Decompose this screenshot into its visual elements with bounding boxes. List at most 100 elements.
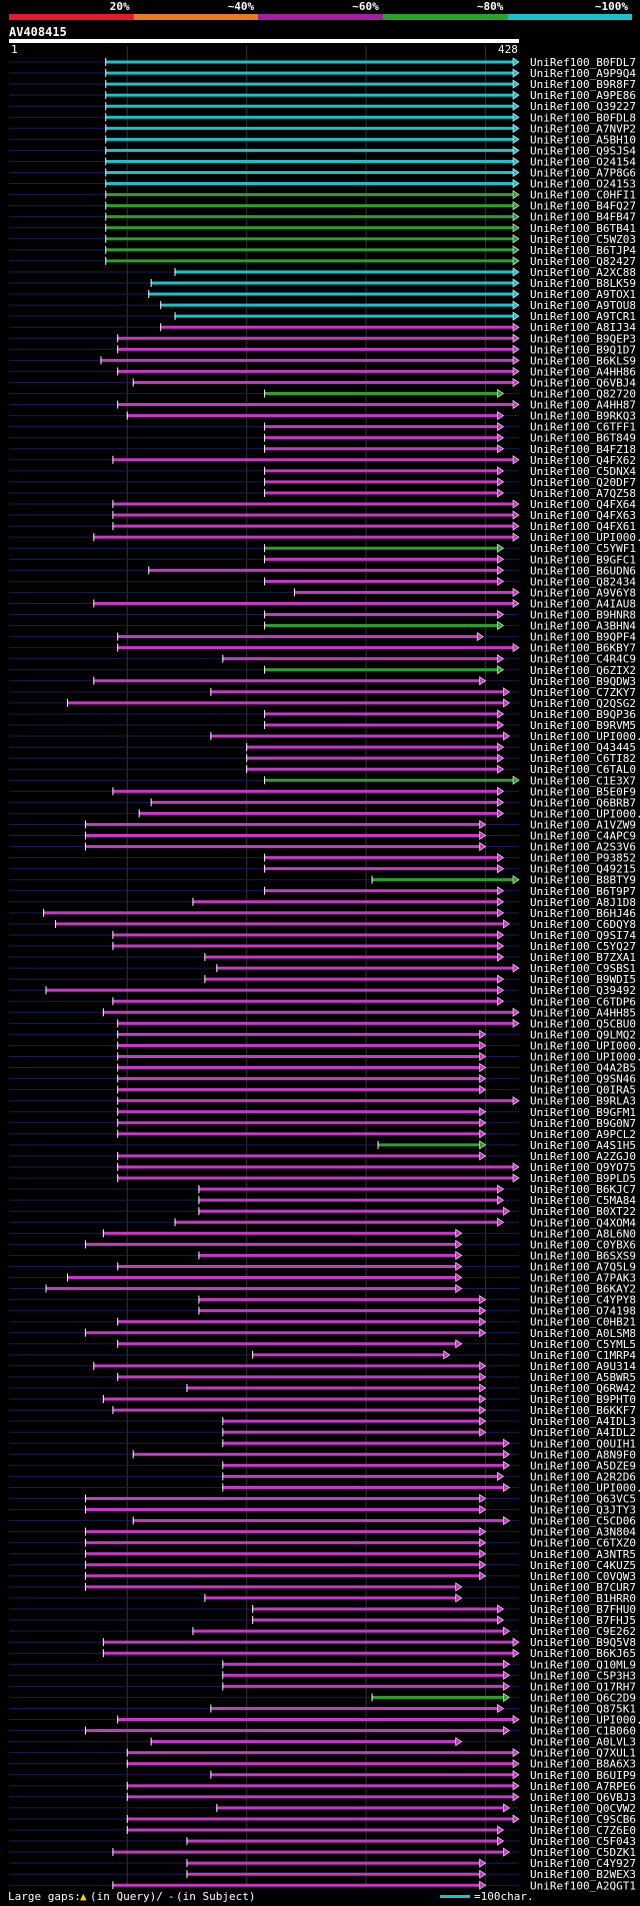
hit-label[interactable]: UniRef100_B9PLD5 xyxy=(530,1172,636,1185)
hit-row[interactable]: UniRef100_A4HH85 xyxy=(9,1006,636,1019)
hit-label[interactable]: UniRef100_B7CUR7 xyxy=(530,1581,636,1594)
hit-bar[interactable] xyxy=(127,1762,513,1766)
hit-row[interactable]: UniRef100_Q4A2B5 xyxy=(9,1062,636,1075)
hit-label[interactable]: UniRef100_A9PE86 xyxy=(530,89,636,102)
hit-row[interactable]: UniRef100_C5YQ27 xyxy=(9,940,636,953)
hit-row[interactable]: UniRef100_A8L6N0 xyxy=(9,1227,636,1240)
hit-label[interactable]: UniRef100_C5YWF1 xyxy=(530,542,636,555)
hit-row[interactable]: UniRef100_C6TAL0 xyxy=(9,763,636,776)
hit-bar[interactable] xyxy=(210,1706,498,1710)
hit-bar[interactable] xyxy=(67,1276,456,1279)
hit-bar[interactable] xyxy=(85,1585,456,1589)
hit-label[interactable]: UniRef100_B1HRR0 xyxy=(530,1592,636,1605)
hit-bar[interactable] xyxy=(252,1353,444,1357)
hit-label[interactable]: UniRef100_B9Q1D7 xyxy=(530,343,636,356)
hit-label[interactable]: UniRef100_Q4A2B5 xyxy=(530,1062,636,1075)
hit-bar[interactable] xyxy=(117,1718,513,1721)
hit-label[interactable]: UniRef100_UPI000... xyxy=(530,1039,640,1052)
hit-row[interactable]: UniRef100_B7FHU0 xyxy=(9,1603,636,1616)
hit-label[interactable]: UniRef100_B7FHU0 xyxy=(530,1603,636,1616)
hit-bar[interactable] xyxy=(43,911,498,915)
hit-bar[interactable] xyxy=(264,425,498,429)
hit-label[interactable]: UniRef100_Q6BRB7 xyxy=(530,796,636,809)
hit-row[interactable]: UniRef100_B6HJ46 xyxy=(9,907,636,920)
hit-label[interactable]: UniRef100_A4IAU8 xyxy=(530,597,636,610)
hit-row[interactable]: UniRef100_A4IDL3 xyxy=(9,1415,636,1428)
hit-row[interactable]: UniRef100_C4Y927 xyxy=(9,1857,636,1870)
hit-label[interactable]: UniRef100_B6TB41 xyxy=(530,222,636,235)
hit-label[interactable]: UniRef100_UPI000... xyxy=(530,1481,640,1494)
hit-label[interactable]: UniRef100_B9QP36 xyxy=(530,708,636,721)
hit-bar[interactable] xyxy=(222,1673,504,1677)
hit-bar[interactable] xyxy=(204,955,498,959)
hit-row[interactable]: UniRef100_A7Q5L9 xyxy=(9,1260,636,1273)
hit-label[interactable]: UniRef100_A2QGT1 xyxy=(530,1879,636,1892)
hit-row[interactable]: UniRef100_C9SBS1 xyxy=(9,962,636,975)
hit-bar[interactable] xyxy=(264,613,498,616)
hit-row[interactable]: UniRef100_B9GFC1 xyxy=(9,553,636,566)
hit-row[interactable]: UniRef100_B6UIP9 xyxy=(9,1769,636,1782)
hit-row[interactable]: UniRef100_B0FDL8 xyxy=(9,111,636,124)
hit-bar[interactable] xyxy=(192,900,498,904)
hit-label[interactable]: UniRef100_C5DNX4 xyxy=(530,465,636,478)
hit-bar[interactable] xyxy=(117,369,513,373)
hit-label[interactable]: UniRef100_Q6RW42 xyxy=(530,1382,636,1395)
hit-label[interactable]: UniRef100_B5E0F9 xyxy=(530,785,636,798)
hit-row[interactable]: UniRef100_C5P3H3 xyxy=(9,1669,636,1682)
hit-bar[interactable] xyxy=(105,104,514,108)
hit-bar[interactable] xyxy=(198,1298,480,1302)
hit-row[interactable]: UniRef100_Q7XUL1 xyxy=(9,1747,636,1760)
hit-row[interactable]: UniRef100_B9R8F7 xyxy=(9,78,636,91)
hit-label[interactable]: UniRef100_B2WEX3 xyxy=(530,1868,636,1881)
hit-label[interactable]: UniRef100_Q49215 xyxy=(530,863,636,876)
hit-row[interactable]: UniRef100_C6TXZ0 xyxy=(9,1537,636,1550)
hit-label[interactable]: UniRef100_C1E3X7 xyxy=(530,774,636,787)
hit-row[interactable]: UniRef100_Q875K1 xyxy=(9,1702,636,1715)
hit-row[interactable]: UniRef100_B9G0N7 xyxy=(9,1117,636,1130)
hit-bar[interactable] xyxy=(198,1187,498,1191)
hit-bar[interactable] xyxy=(204,977,498,981)
hit-bar[interactable] xyxy=(222,1485,504,1489)
hit-row[interactable]: UniRef100_B4FQ27 xyxy=(9,200,636,213)
hit-row[interactable]: UniRef100_B0XT22 xyxy=(9,1205,636,1218)
hit-label[interactable]: UniRef100_B9RLA3 xyxy=(530,1095,636,1108)
hit-row[interactable]: UniRef100_A9V6Y8 xyxy=(9,586,636,599)
hit-label[interactable]: UniRef100_C5YML5 xyxy=(530,1338,636,1351)
hit-label[interactable]: UniRef100_Q9SI74 xyxy=(530,929,636,942)
hit-row[interactable]: UniRef100_A9U314 xyxy=(9,1360,636,1373)
hit-row[interactable]: UniRef100_C0VQW3 xyxy=(9,1570,636,1583)
hit-row[interactable]: UniRef100_B7FHJ5 xyxy=(9,1614,636,1627)
hit-label[interactable]: UniRef100_Q0UIH1 xyxy=(530,1437,636,1450)
hit-label[interactable]: UniRef100_B9HNR8 xyxy=(530,609,636,622)
hit-bar[interactable] xyxy=(117,1021,513,1025)
hit-label[interactable]: UniRef100_B7ZXA1 xyxy=(530,951,636,964)
hit-row[interactable]: UniRef100_C9SCB6 xyxy=(9,1813,636,1826)
hit-label[interactable]: UniRef100_A3N804 xyxy=(530,1526,636,1539)
hit-bar[interactable] xyxy=(151,1740,456,1744)
hit-bar[interactable] xyxy=(294,590,513,594)
hit-label[interactable]: UniRef100_A8J1D8 xyxy=(530,896,636,909)
hit-label[interactable]: UniRef100_P93852 xyxy=(530,852,636,865)
hit-row[interactable]: UniRef100_C4KUZ5 xyxy=(9,1559,636,1572)
hit-bar[interactable] xyxy=(46,988,498,992)
hit-row[interactable]: UniRef100_Q82720 xyxy=(9,388,636,401)
hit-bar[interactable] xyxy=(117,1055,480,1058)
hit-row[interactable]: UniRef100_Q6RW42 xyxy=(9,1382,636,1395)
hit-bar[interactable] xyxy=(151,800,498,804)
hit-row[interactable]: UniRef100_B9QP36 xyxy=(9,708,636,721)
hit-bar[interactable] xyxy=(175,270,513,274)
hit-label[interactable]: UniRef100_C5DZK1 xyxy=(530,1846,636,1859)
hit-bar[interactable] xyxy=(264,668,498,672)
hit-label[interactable]: UniRef100_Q17RH7 xyxy=(530,1680,636,1693)
hit-label[interactable]: UniRef100_C4Y927 xyxy=(530,1857,636,1870)
hit-label[interactable]: UniRef100_UPI000... xyxy=(530,1051,640,1064)
hit-bar[interactable] xyxy=(264,723,498,727)
hit-bar[interactable] xyxy=(246,756,498,760)
hit-label[interactable]: UniRef100_UPI000... xyxy=(530,807,640,820)
hit-bar[interactable] xyxy=(372,1695,504,1699)
hit-bar[interactable] xyxy=(105,148,514,152)
hit-label[interactable]: UniRef100_B6KKF7 xyxy=(530,1404,636,1417)
hit-row[interactable]: UniRef100_Q39227 xyxy=(9,100,636,113)
hit-row[interactable]: UniRef100_C5WZ03 xyxy=(9,233,636,246)
hit-row[interactable]: UniRef100_B9RLA3 xyxy=(9,1095,636,1108)
